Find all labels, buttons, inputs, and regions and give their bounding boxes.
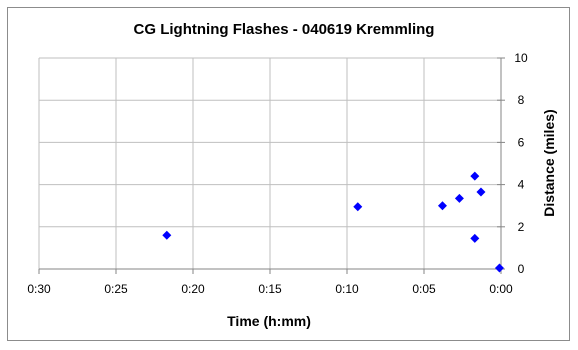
data-point (494, 263, 504, 273)
y-tick-label: 10 (514, 51, 528, 65)
x-tick-label: 0:00 (489, 282, 513, 296)
y-tick-label: 4 (518, 178, 525, 192)
data-point (437, 201, 447, 211)
data-point (470, 171, 480, 181)
y-axis-title: Distance (miles) (541, 109, 557, 216)
data-point (353, 202, 363, 212)
y-tick-label: 2 (518, 220, 525, 234)
x-axis-title: Time (h:mm) (227, 313, 311, 329)
axes (38, 57, 505, 274)
data-points (162, 171, 504, 273)
x-tick-label: 0:20 (181, 282, 205, 296)
data-point (476, 187, 486, 197)
y-tick-label: 6 (518, 135, 525, 149)
gridlines (38, 57, 501, 269)
x-tick-label: 0:30 (27, 282, 51, 296)
data-point (470, 233, 480, 243)
tick-labels: 0:30 0:25 0:20 0:15 0:10 0:05 0:00 0 2 4 6 8 10 (27, 51, 528, 296)
x-tick-label: 0:15 (258, 282, 282, 296)
x-tick-label: 0:25 (104, 282, 128, 296)
y-tick-label: 8 (518, 93, 525, 107)
x-tick-label: 0:05 (412, 282, 436, 296)
data-point (162, 230, 172, 240)
data-point (454, 193, 464, 203)
chart-title: CG Lightning Flashes - 040619 Kremmling (134, 21, 435, 38)
y-tick-label: 0 (518, 262, 525, 276)
x-tick-label: 0:10 (335, 282, 359, 296)
